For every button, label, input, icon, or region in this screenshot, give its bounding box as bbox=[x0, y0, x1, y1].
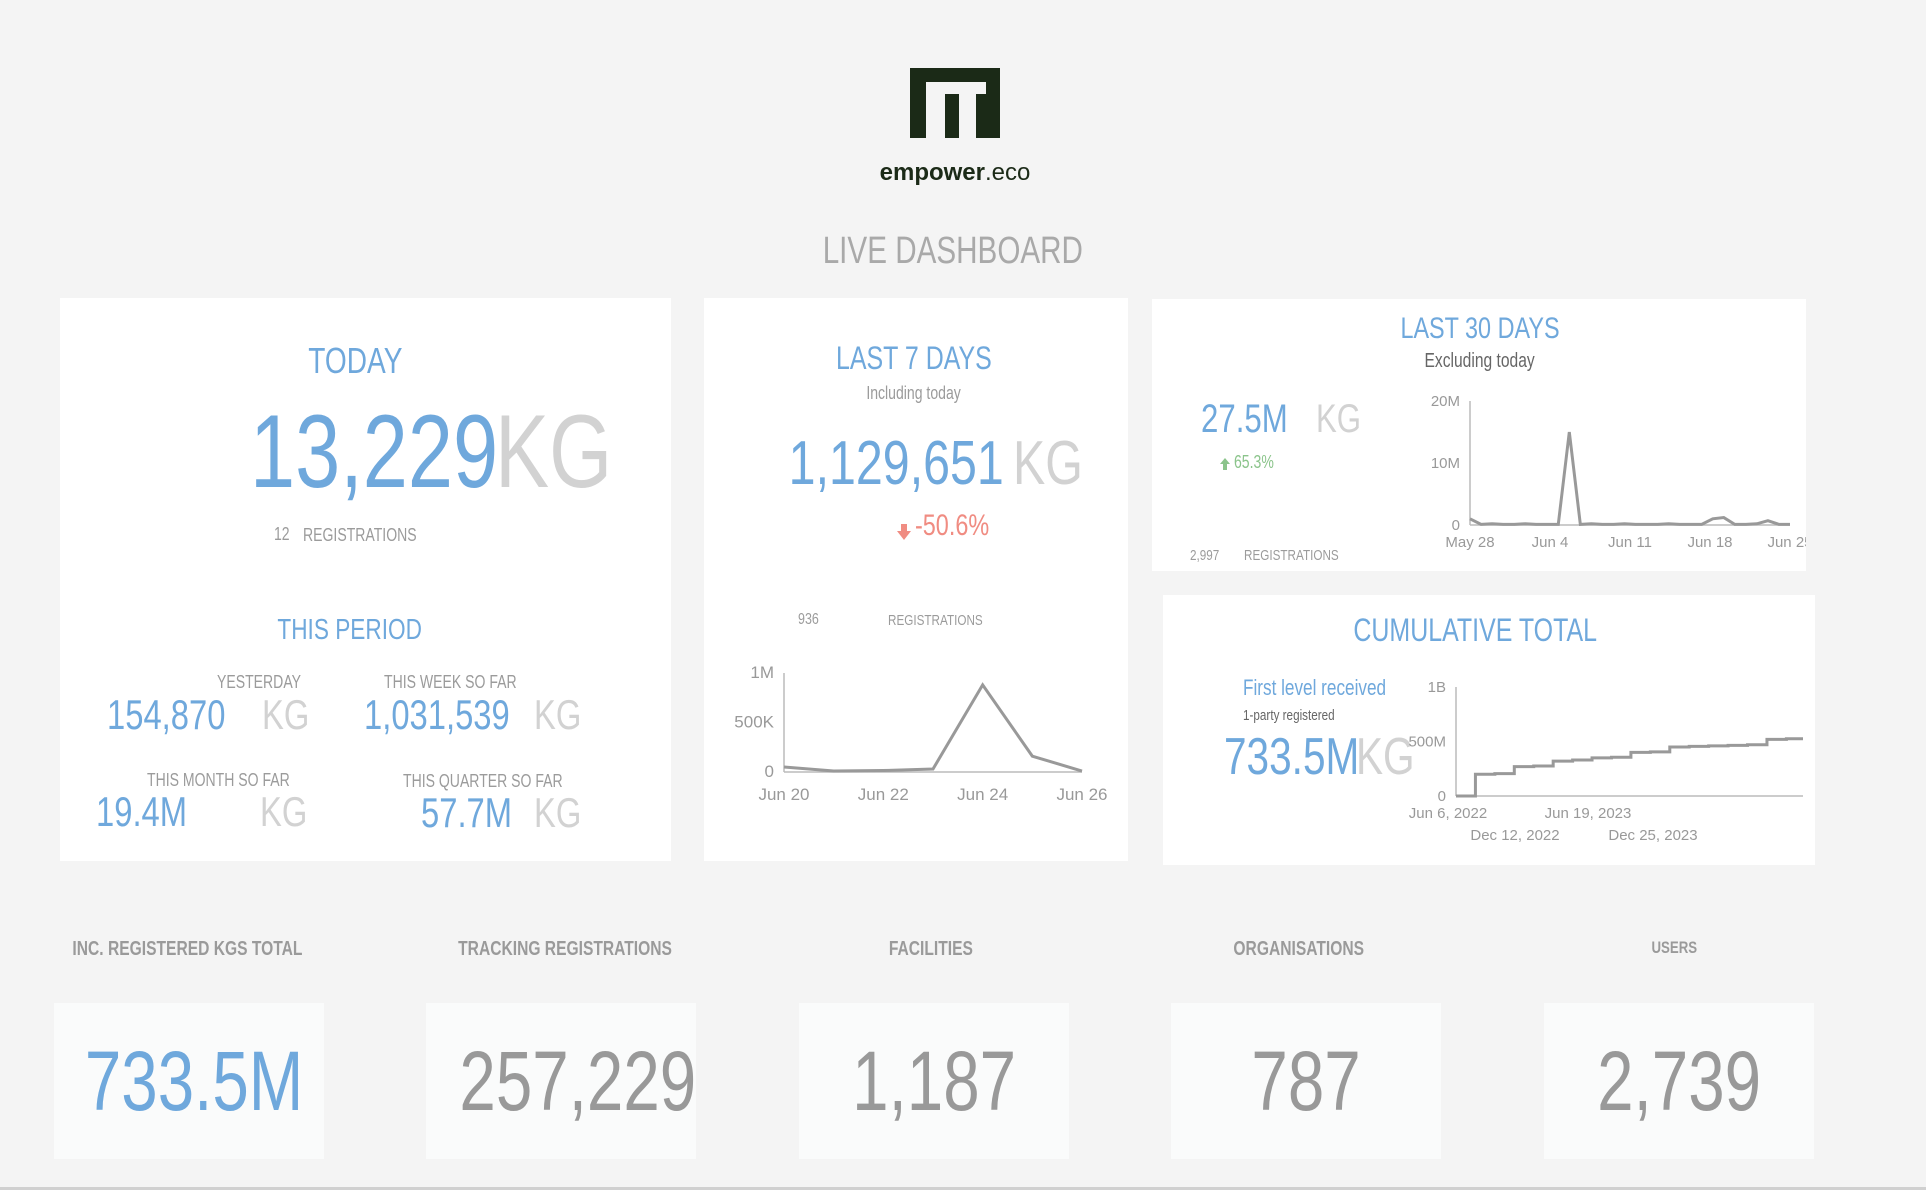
week-label: THIS WEEK SO FAR bbox=[384, 672, 517, 692]
quarter-label: THIS QUARTER SO FAR bbox=[403, 771, 563, 791]
x-tick-label: Dec 25, 2023 bbox=[1608, 827, 1697, 844]
x-tick-label: Jun 26 bbox=[1056, 785, 1107, 804]
month-unit: KG bbox=[260, 788, 308, 835]
facilities-box: 1,187 bbox=[799, 1003, 1069, 1159]
last7-subtitle: Including today bbox=[866, 383, 962, 403]
x-tick-label: Jun 18 bbox=[1687, 534, 1732, 551]
total-registered-kgs-box: 733.5M bbox=[54, 1003, 324, 1159]
x-tick-label: Jun 20 bbox=[758, 785, 809, 804]
bottom-divider bbox=[0, 1187, 1926, 1190]
last7-value: 1,129,651 bbox=[788, 429, 1004, 498]
last7-title: LAST 7 DAYS bbox=[836, 340, 992, 376]
series-line bbox=[1469, 431, 1790, 526]
last30-registrations-count: 2,997 bbox=[1190, 547, 1220, 564]
last30-change: 65.3% bbox=[1220, 452, 1286, 473]
facilities-value: 1,187 bbox=[852, 1034, 1016, 1128]
x-tick-label: Jun 11 bbox=[1608, 534, 1652, 551]
organisations-value: 787 bbox=[1251, 1034, 1361, 1128]
month-value: 19.4M bbox=[96, 788, 188, 835]
cumulative-value: 733.5M bbox=[1224, 728, 1360, 786]
page-title-wrap: LIVE DASHBOARD bbox=[0, 230, 1906, 273]
users-value: 2,739 bbox=[1597, 1034, 1761, 1128]
month-label: THIS MONTH SO FAR bbox=[147, 770, 290, 790]
week-unit: KG bbox=[534, 691, 582, 738]
brand-name: empower.eco bbox=[870, 159, 1040, 187]
organisations-label: ORGANISATIONS bbox=[1233, 938, 1365, 960]
series-line bbox=[1456, 737, 1803, 798]
x-tick-label: May 28 bbox=[1445, 534, 1494, 551]
quarter-value: 57.7M bbox=[421, 789, 513, 836]
users-box: 2,739 bbox=[1544, 1003, 1814, 1159]
total-registered-kgs-label: INC. REGISTERED KGS TOTAL bbox=[72, 938, 303, 960]
x-tick-label: Jun 22 bbox=[858, 785, 909, 804]
today-registrations-count: 12 bbox=[274, 524, 290, 544]
last30-card: LAST 30 DAYS Excluding today 27.5M KG 65… bbox=[1152, 299, 1806, 571]
facilities-label: FACILITIES bbox=[888, 938, 974, 960]
last30-subtitle: Excluding today bbox=[1424, 350, 1536, 372]
x-tick-label: Jun 19, 2023 bbox=[1545, 805, 1632, 822]
week-value: 1,031,539 bbox=[364, 691, 510, 738]
y-tick-label: 0 bbox=[765, 762, 774, 781]
last7-registrations-label: REGISTRATIONS bbox=[888, 612, 983, 629]
last7-unit: KG bbox=[1013, 429, 1083, 498]
y-tick-label: 500K bbox=[734, 713, 774, 732]
tracking-registrations-box: 257,229 bbox=[426, 1003, 696, 1159]
series-line bbox=[783, 682, 1083, 773]
cumulative-party: 1-party registered bbox=[1243, 707, 1335, 724]
arrow-up-icon bbox=[1220, 457, 1230, 470]
last7-card: LAST 7 DAYS Including today 1,129,651 KG… bbox=[704, 298, 1128, 861]
empower-logo-icon bbox=[910, 68, 1000, 138]
y-tick-label: 1B bbox=[1428, 679, 1446, 696]
x-tick-label: Jun 24 bbox=[957, 785, 1008, 804]
arrow-down-icon bbox=[897, 523, 911, 540]
brand-name-bold: empower bbox=[879, 159, 985, 186]
brand-logo: empower.eco bbox=[870, 66, 1040, 186]
cumulative-title: CUMULATIVE TOTAL bbox=[1353, 612, 1598, 648]
last30-title: LAST 30 DAYS bbox=[1400, 312, 1560, 345]
this-period-title: THIS PERIOD bbox=[277, 614, 423, 646]
last7-change: -50.6% bbox=[897, 509, 1011, 543]
quarter-unit: KG bbox=[534, 789, 582, 836]
y-tick-label: 500M bbox=[1408, 734, 1446, 751]
today-unit: KG bbox=[495, 394, 613, 510]
yesterday-unit: KG bbox=[262, 691, 310, 738]
last30-unit: KG bbox=[1316, 397, 1362, 441]
last30-value: 27.5M bbox=[1201, 397, 1288, 441]
yesterday-value: 154,870 bbox=[107, 691, 226, 738]
last7-registrations-count: 936 bbox=[798, 611, 819, 628]
cumulative-unit: KG bbox=[1356, 728, 1415, 786]
y-tick-label: 1M bbox=[750, 663, 774, 682]
users-label: USERS bbox=[1651, 938, 1697, 957]
brand-name-light: .eco bbox=[985, 159, 1031, 186]
y-tick-label: 0 bbox=[1438, 788, 1446, 805]
last7-change-value: -50.6% bbox=[915, 509, 990, 542]
last30-registrations-label: REGISTRATIONS bbox=[1244, 547, 1339, 564]
y-tick-label: 10M bbox=[1431, 455, 1460, 472]
organisations-box: 787 bbox=[1171, 1003, 1441, 1159]
last30-change-value: 65.3% bbox=[1234, 452, 1275, 472]
cumulative-first-level: First level received bbox=[1243, 675, 1387, 700]
y-tick-label: 0 bbox=[1452, 517, 1460, 534]
total-registered-kgs-value: 733.5M bbox=[84, 1034, 304, 1128]
x-tick-label: Jun 6, 2022 bbox=[1409, 805, 1487, 822]
y-tick-label: 20M bbox=[1431, 393, 1460, 410]
today-card: TODAY 13,229 KG 12 REGISTRATIONS THIS PE… bbox=[60, 298, 671, 861]
x-tick-label: Dec 12, 2022 bbox=[1470, 827, 1559, 844]
today-value: 13,229 bbox=[249, 394, 499, 510]
today-registrations-label: REGISTRATIONS bbox=[303, 525, 417, 545]
yesterday-label: YESTERDAY bbox=[217, 672, 302, 692]
x-tick-label: Jun 4 bbox=[1532, 534, 1569, 551]
last7-chart: 1M 500K 0 Jun 20 Jun 22 Jun 24 Jun 26 bbox=[734, 663, 1107, 804]
page-title: LIVE DASHBOARD bbox=[822, 230, 1084, 272]
tracking-registrations-value: 257,229 bbox=[459, 1034, 697, 1128]
cumulative-card: CUMULATIVE TOTAL First level received 1-… bbox=[1163, 595, 1815, 865]
tracking-registrations-label: TRACKING REGISTRATIONS bbox=[458, 938, 672, 960]
today-title: TODAY bbox=[307, 340, 403, 381]
x-tick-label: Jun 25 bbox=[1767, 534, 1806, 551]
